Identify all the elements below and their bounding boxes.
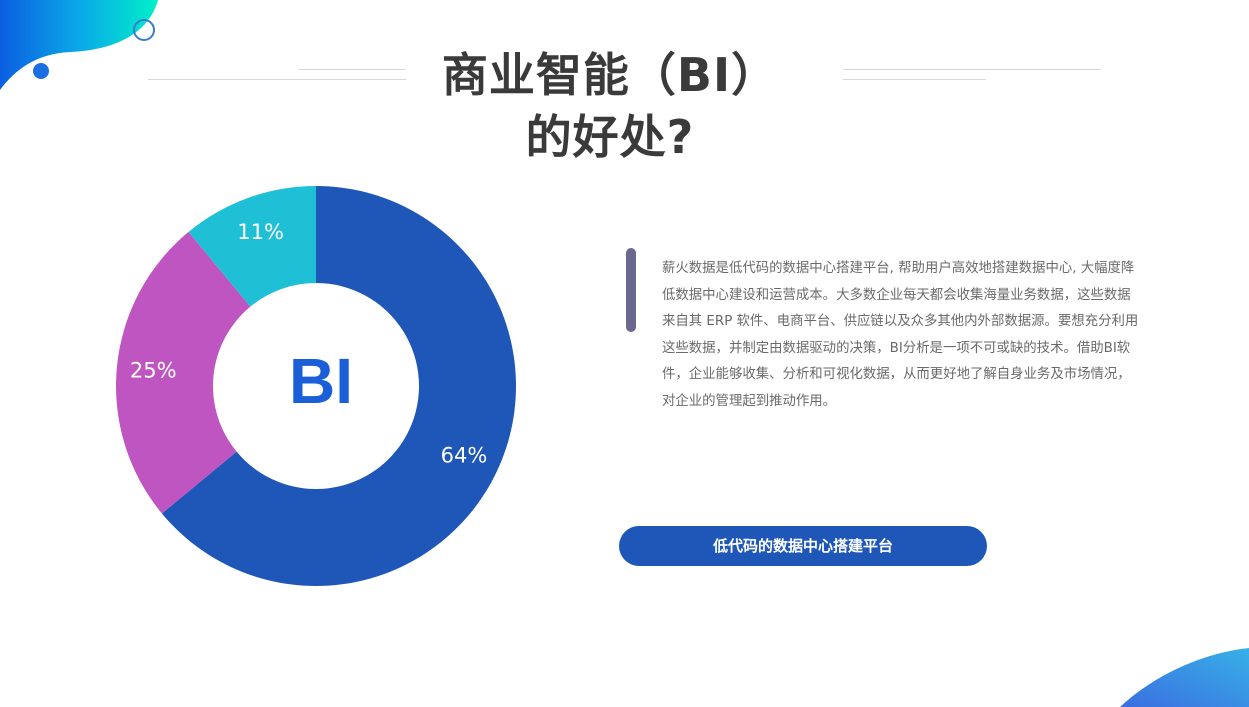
accent-bar: [626, 248, 636, 332]
donut-center-label: BI: [289, 345, 353, 417]
dot-decoration: [33, 63, 49, 79]
page-title: 商业智能（BI） 的好处?: [300, 44, 920, 168]
divider: [298, 69, 406, 70]
divider: [843, 79, 986, 80]
divider: [148, 79, 406, 80]
description-text: 薪火数据是低代码的数据中心搭建平台, 帮助用户高效地搭建数据中心, 大幅度降低数…: [662, 261, 1139, 409]
donut-chart: 64% 25% 11%: [115, 186, 517, 586]
divider: [843, 69, 1101, 70]
slice-label: 25%: [130, 359, 177, 383]
slice-label: 64%: [441, 444, 488, 468]
platform-button[interactable]: 低代码的数据中心搭建平台: [619, 526, 987, 566]
bottom-right-blob: [1120, 648, 1249, 707]
donut-slice: [188, 186, 316, 307]
donut-slice: [115, 231, 251, 514]
title-line-2: 的好处?: [525, 110, 695, 164]
slice-label: 11%: [237, 220, 284, 244]
title-line-1: 商业智能（BI）: [441, 48, 779, 102]
donut-slice: [161, 186, 517, 586]
top-left-blob: [0, 0, 158, 90]
ring-decoration: [133, 19, 155, 41]
